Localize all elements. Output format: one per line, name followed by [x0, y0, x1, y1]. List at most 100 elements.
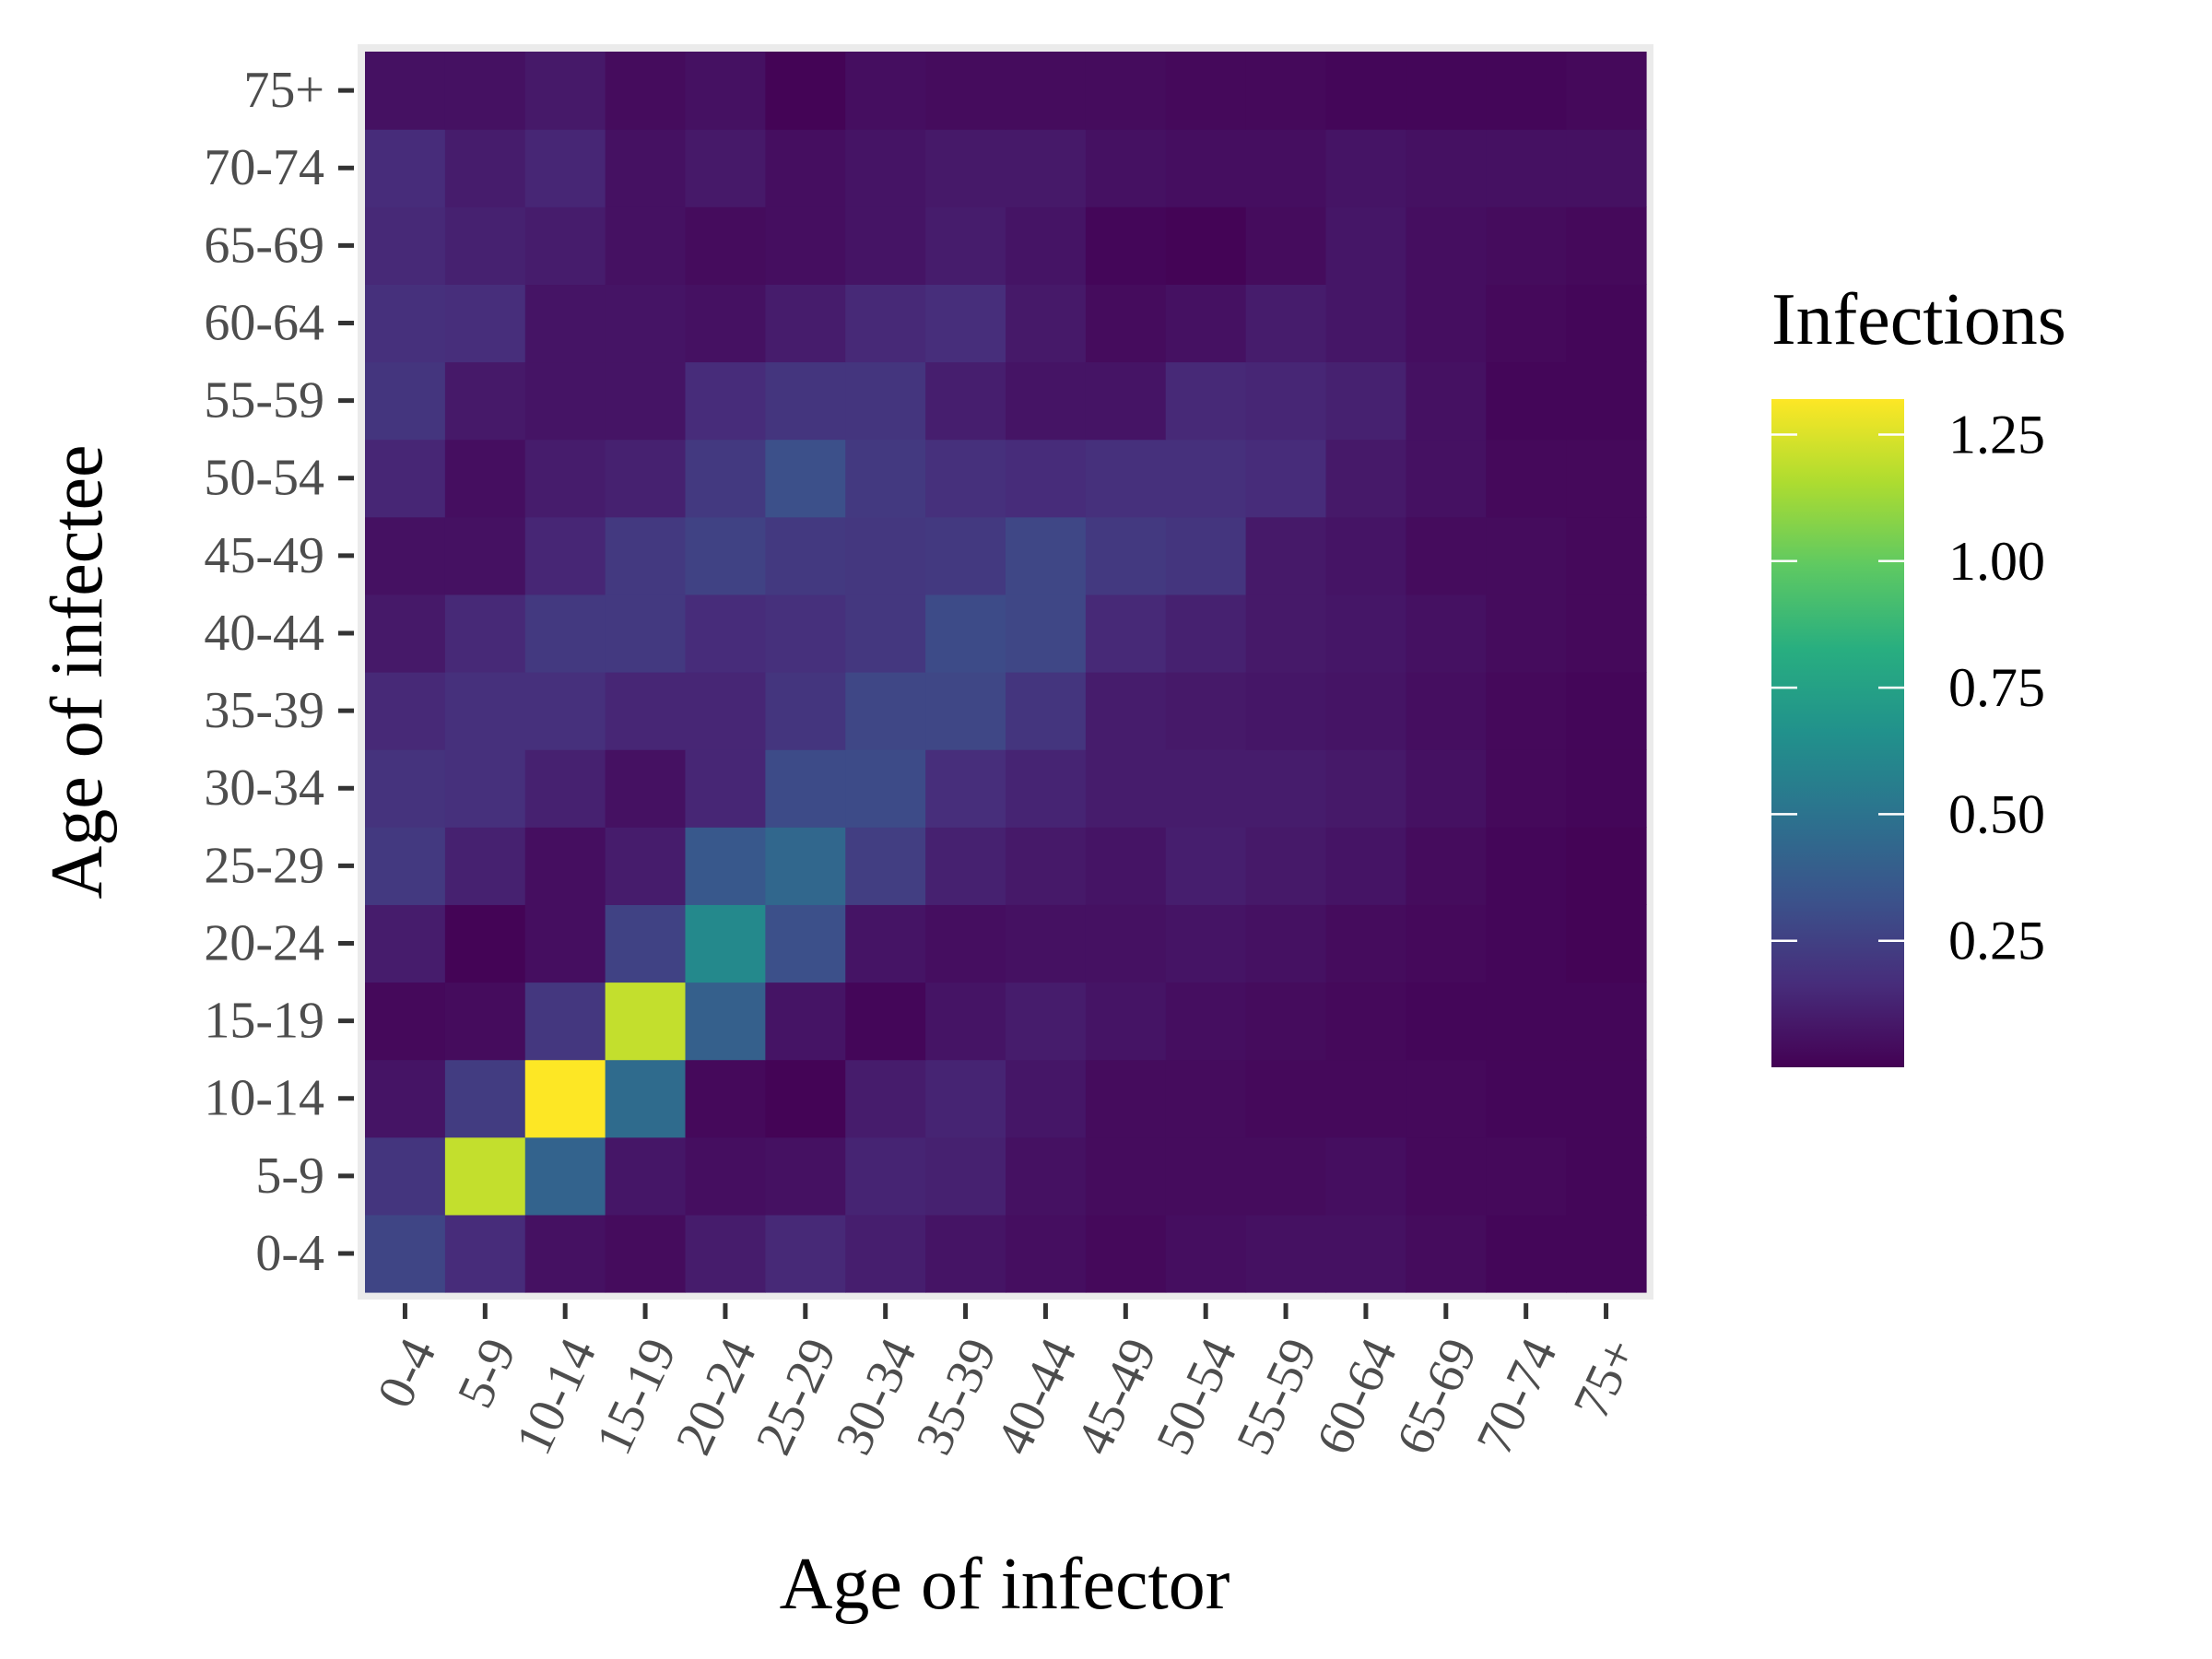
- heatmap-cell: [605, 827, 687, 905]
- legend-tick-label: 0.50: [1948, 783, 2045, 844]
- heatmap-cell: [1566, 749, 1647, 828]
- heatmap-cell: [845, 129, 926, 207]
- y-tick-label: 50-54: [204, 450, 324, 507]
- legend-tick-label: 1.25: [1948, 404, 2045, 465]
- heatmap-cell: [1085, 904, 1167, 983]
- heatmap-cell: [685, 982, 766, 1061]
- heatmap-cell: [444, 52, 526, 130]
- heatmap-cell: [765, 284, 846, 363]
- heatmap-cell: [1406, 1136, 1487, 1216]
- heatmap-cell: [845, 439, 926, 518]
- heatmap-cell: [765, 516, 846, 595]
- heatmap-cell: [524, 672, 606, 750]
- heatmap-cell: [444, 1059, 526, 1138]
- heatmap-cell: [1165, 206, 1247, 285]
- heatmap-cell: [925, 129, 1006, 207]
- heatmap-cell: [1006, 827, 1087, 905]
- heatmap-cell: [1566, 1059, 1647, 1138]
- heatmap-cell: [685, 1136, 766, 1216]
- y-tick-label: 55-59: [204, 372, 324, 429]
- heatmap-cell: [365, 1059, 446, 1138]
- heatmap-cell: [1245, 439, 1327, 518]
- heatmap-cell: [1085, 284, 1167, 363]
- heatmap-cell: [1325, 1214, 1406, 1293]
- heatmap-cell: [845, 1214, 926, 1293]
- heatmap-cell: [1325, 749, 1406, 828]
- heatmap-cell: [524, 982, 606, 1061]
- heatmap-cell: [365, 749, 446, 828]
- heatmap-cell: [1325, 284, 1406, 363]
- heatmap-cell: [365, 982, 446, 1061]
- heatmap-cell: [1006, 982, 1087, 1061]
- heatmap-cell: [845, 904, 926, 983]
- heatmap-cell: [1085, 129, 1167, 207]
- heatmap-cell: [765, 1136, 846, 1216]
- heatmap-cell: [1325, 516, 1406, 595]
- heatmap-cell: [685, 206, 766, 285]
- heatmap-cell: [524, 1059, 606, 1138]
- legend: Infections 0.25 0.50 0.75 1.00 1.25: [1771, 279, 2066, 1067]
- heatmap-cell: [685, 904, 766, 983]
- heatmap-cell: [1325, 672, 1406, 750]
- heatmap-cell: [925, 594, 1006, 673]
- heatmap-cell: [925, 516, 1006, 595]
- heatmap-cell: [1085, 1136, 1167, 1216]
- heatmap-cell: [605, 904, 687, 983]
- heatmap-cell: [1486, 672, 1567, 750]
- heatmap-cell: [444, 206, 526, 285]
- x-tick-label: 5-9: [447, 1330, 528, 1417]
- heatmap-cell: [1006, 904, 1087, 983]
- heatmap-cell: [925, 1136, 1006, 1216]
- heatmap-cell: [845, 749, 926, 828]
- heatmap-cell: [1406, 749, 1487, 828]
- legend-title: Infections: [1771, 279, 2066, 360]
- heatmap-cell: [1245, 672, 1327, 750]
- heatmap-cell: [1406, 284, 1487, 363]
- heatmap-cell: [365, 52, 446, 130]
- heatmap-cell: [685, 1214, 766, 1293]
- heatmap-cell: [1406, 982, 1487, 1061]
- heatmap-cell: [925, 904, 1006, 983]
- heatmap-cell: [1486, 904, 1567, 983]
- heatmap-cell: [1566, 284, 1647, 363]
- heatmap-cell: [1566, 1136, 1647, 1216]
- heatmap-cell: [685, 52, 766, 130]
- heatmap-cell: [925, 361, 1006, 441]
- heatmap-cell: [1406, 361, 1487, 441]
- heatmap-cell: [1325, 1059, 1406, 1138]
- heatmap-cell: [524, 904, 606, 983]
- heatmap-cell: [1006, 1214, 1087, 1293]
- heatmap-cell: [365, 827, 446, 905]
- heatmap-cell: [1486, 827, 1567, 905]
- heatmap-cell: [1085, 1214, 1167, 1293]
- heatmap-cell: [1566, 594, 1647, 673]
- heatmap-cell: [1566, 672, 1647, 750]
- heatmap-cell: [1486, 594, 1567, 673]
- heatmap-cells: [365, 52, 1647, 1293]
- heatmap-cell: [1325, 129, 1406, 207]
- heatmap-cell: [1325, 1136, 1406, 1216]
- heatmap-cell: [1245, 1214, 1327, 1293]
- heatmap-cell: [444, 982, 526, 1061]
- heatmap-cell: [1165, 672, 1247, 750]
- heatmap-cell: [1406, 904, 1487, 983]
- heatmap-cell: [1566, 904, 1647, 983]
- heatmap-cell: [1245, 594, 1327, 673]
- heatmap-cell: [1165, 594, 1247, 673]
- heatmap-cell: [845, 361, 926, 441]
- heatmap-cell: [1165, 52, 1247, 130]
- heatmap-cell: [1325, 206, 1406, 285]
- heatmap-cell: [1245, 749, 1327, 828]
- heatmap-cell: [765, 672, 846, 750]
- heatmap-cell: [1006, 129, 1087, 207]
- heatmap-cell: [1406, 129, 1487, 207]
- heatmap-cell: [524, 206, 606, 285]
- heatmap-cell: [1165, 1059, 1247, 1138]
- heatmap-cell: [925, 827, 1006, 905]
- heatmap-cell: [1006, 52, 1087, 130]
- heatmap-cell: [1566, 361, 1647, 441]
- heatmap-cell: [524, 749, 606, 828]
- heatmap-cell: [524, 1136, 606, 1216]
- heatmap-cell: [1165, 361, 1247, 441]
- x-tick-label: 0-4: [367, 1330, 448, 1417]
